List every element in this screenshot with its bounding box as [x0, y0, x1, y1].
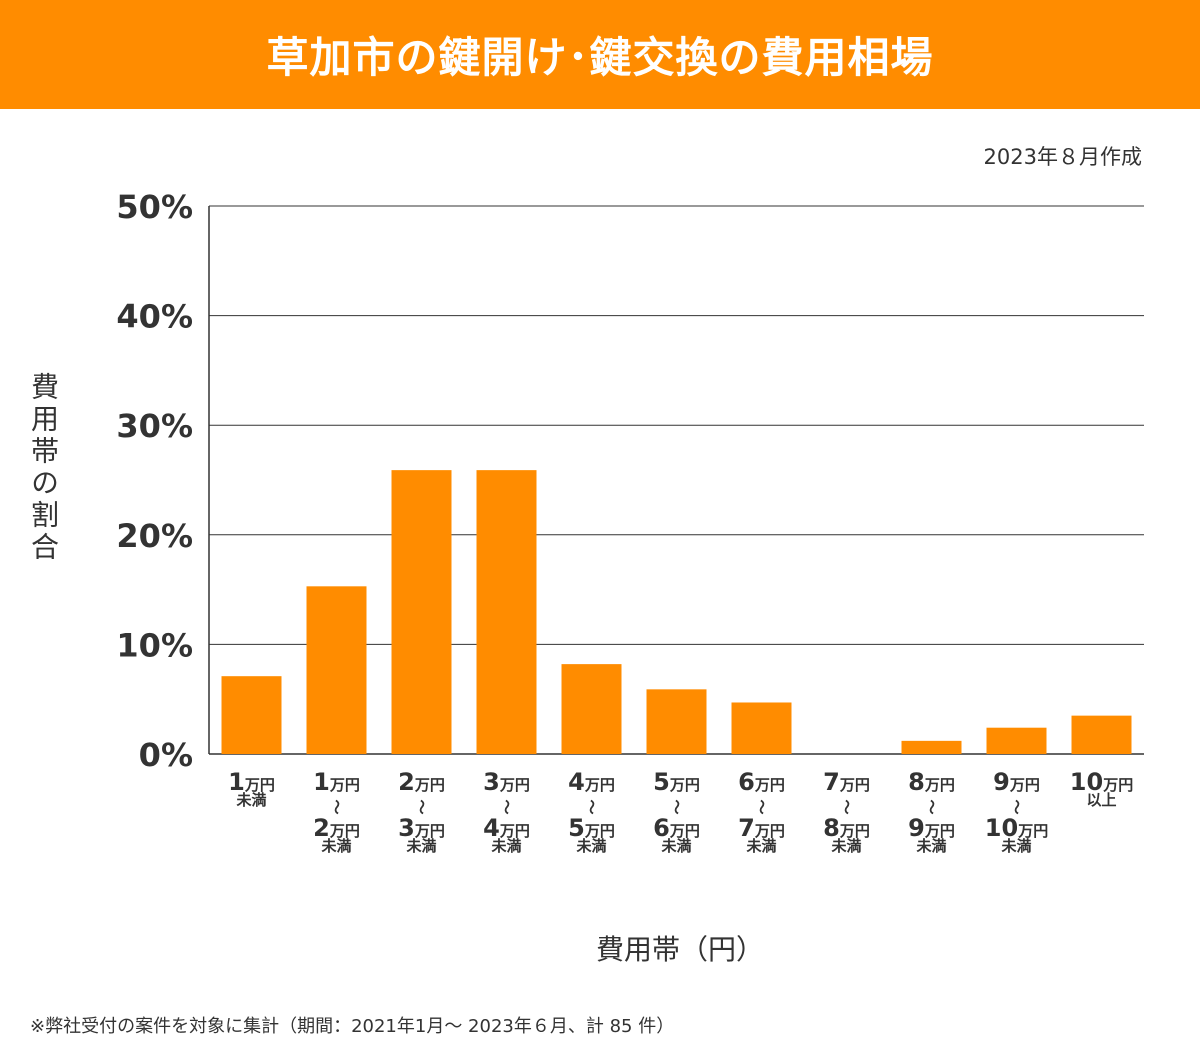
bar: [221, 676, 282, 754]
x-tick-label: ～: [1008, 799, 1026, 814]
x-tick-label: ～: [923, 799, 941, 814]
x-tick-label: 未満: [490, 837, 521, 855]
bar: [391, 470, 452, 754]
x-tick-label: 6万円: [653, 814, 700, 842]
x-tick-label: 3万円: [398, 814, 445, 842]
x-tick-label: 7万円: [823, 768, 870, 796]
footnote: ※弊社受付の案件を対象に集計（期間：2021年1月～ 2023年６月、計 85 …: [30, 1016, 675, 1037]
x-tick-label: ～: [328, 799, 346, 814]
x-tick-label: 未満: [660, 837, 691, 855]
x-axis-label: 費用帯（円）: [595, 933, 764, 966]
bar: [731, 702, 792, 754]
x-tick-label: 未満: [235, 791, 266, 809]
x-tick-label: 以上: [1086, 791, 1116, 809]
x-tick-label: 6万円: [738, 768, 785, 796]
x-tick-label: 10万円: [1070, 768, 1133, 796]
y-axis-label: 費用帯の割合: [27, 372, 60, 564]
x-tick-label: 10万円: [985, 814, 1048, 842]
bar: [476, 470, 537, 754]
x-tick-label: 未満: [1000, 837, 1031, 855]
x-tick-label: ～: [753, 799, 771, 814]
x-tick-label: 8万円: [823, 814, 870, 842]
bar: [986, 727, 1047, 754]
x-tick-label: 未満: [745, 837, 776, 855]
x-tick-label: ～: [838, 799, 856, 814]
x-tick-label: 未満: [830, 837, 861, 855]
x-tick-label: 未満: [320, 837, 351, 855]
x-tick-label: 7万円: [738, 814, 785, 842]
x-tick-label: ～: [668, 799, 686, 814]
bar: [901, 740, 962, 754]
x-tick-label: ～: [498, 799, 516, 814]
y-tick-label: 0%: [139, 736, 193, 774]
x-tick-label: 1万円: [228, 768, 275, 796]
x-tick-label: 4万円: [568, 768, 615, 796]
chart-title: 草加市の鍵開け･鍵交換の費用相場: [0, 0, 1200, 109]
x-tick-label: 9万円: [993, 768, 1040, 796]
x-tick-label: 未満: [575, 837, 606, 855]
y-tick-label: 50%: [116, 188, 193, 226]
x-tick-label: ～: [413, 799, 431, 814]
x-tick-label: 2万円: [398, 768, 445, 796]
x-tick-label: 4万円: [483, 814, 530, 842]
y-tick-label: 40%: [116, 298, 193, 336]
y-tick-label: 10%: [116, 626, 193, 664]
x-tick-label: 2万円: [313, 814, 360, 842]
bar: [1071, 715, 1132, 754]
x-tick-label: ～: [583, 799, 601, 814]
y-tick-label: 30%: [116, 407, 193, 445]
x-tick-label: 1万円: [313, 768, 360, 796]
x-tick-label: 未満: [915, 837, 946, 855]
x-tick-label: 9万円: [908, 814, 955, 842]
date-note: 2023年８月作成: [983, 145, 1142, 169]
x-tick-label: 5万円: [568, 814, 615, 842]
x-tick-label: 8万円: [908, 768, 955, 796]
x-tick-label: 5万円: [653, 768, 700, 796]
y-tick-label: 20%: [116, 517, 193, 555]
bar: [306, 586, 367, 754]
x-tick-label: 3万円: [483, 768, 530, 796]
bar: [646, 689, 707, 754]
bar: [561, 664, 622, 754]
x-tick-label: 未満: [405, 837, 436, 855]
